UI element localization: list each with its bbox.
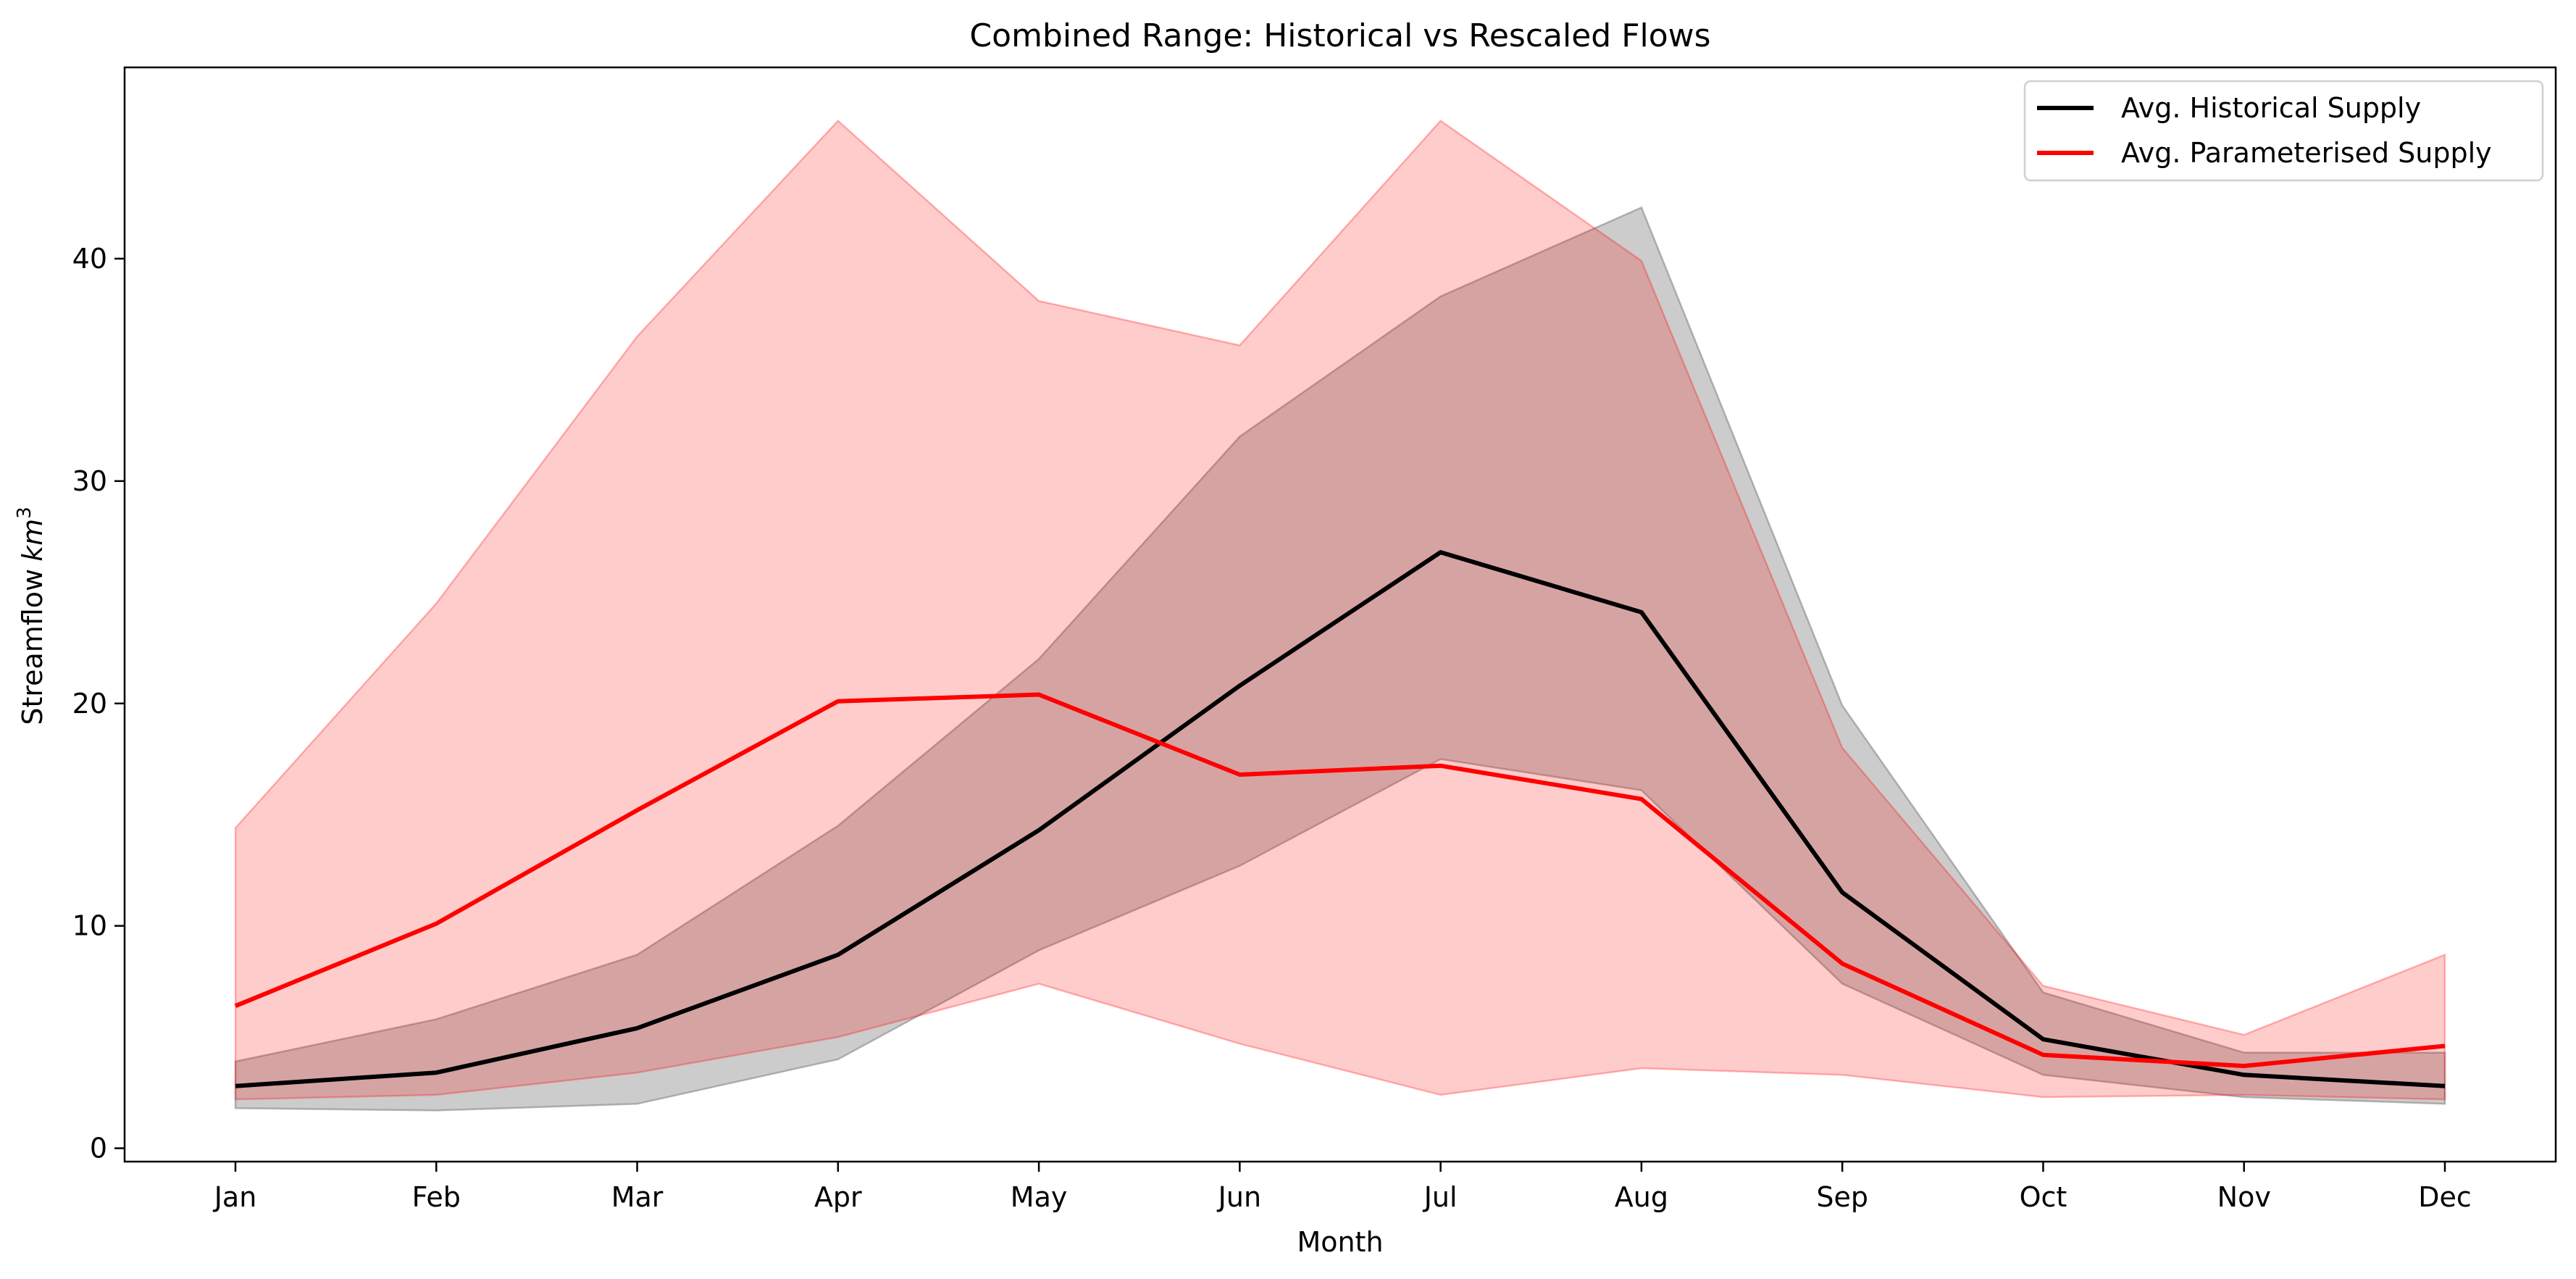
y-axis: 0 10 20 30 40 — [72, 243, 125, 1165]
x-tick-label: Apr — [814, 1181, 862, 1213]
y-tick-label: 30 — [72, 465, 107, 497]
x-tick-label: Jul — [1423, 1181, 1458, 1213]
x-tick-label: Jan — [213, 1181, 257, 1213]
x-tick-label: Feb — [412, 1181, 461, 1213]
x-tick-label: Sep — [1816, 1181, 1868, 1213]
legend-label-parameterised: Avg. Parameterised Supply — [2121, 137, 2492, 169]
y-tick-label: 10 — [72, 910, 107, 942]
range-band-0 — [234, 206, 2446, 1112]
y-tick-label: 0 — [90, 1133, 107, 1165]
x-tick-label: Mar — [611, 1181, 664, 1213]
y-tick-label: 20 — [72, 688, 107, 720]
y-axis-label-text: Streamflow — [17, 569, 49, 725]
legend-box — [2023, 80, 2544, 182]
range-band-1 — [234, 119, 2446, 1101]
x-tick-label: Aug — [1615, 1181, 1668, 1213]
y-axis-label: Streamflow km3 — [14, 507, 49, 725]
x-tick-label: May — [1011, 1181, 1068, 1213]
bands-layer — [234, 119, 2446, 1112]
series-layer — [234, 550, 2446, 1088]
x-tick-label: Dec — [2418, 1181, 2472, 1213]
x-axis-label: Month — [1297, 1226, 1383, 1258]
series-line-0 — [235, 550, 2446, 1088]
plot-frame — [123, 66, 2557, 1163]
x-axis: Jan Feb Mar Apr May Jun Jul Aug Sep Oct Nov Dec — [213, 1162, 2472, 1213]
x-tick-label: Nov — [2217, 1181, 2271, 1213]
x-tick-label: Oct — [2020, 1181, 2067, 1213]
chart-title: Combined Range: Historical vs Rescaled F… — [969, 17, 1710, 54]
y-axis-label-unit: km — [17, 519, 49, 562]
y-axis-label-unit-exponent: 3 — [14, 507, 35, 519]
legend-label-historical: Avg. Historical Supply — [2121, 92, 2421, 124]
y-tick-label: 40 — [72, 243, 107, 275]
x-tick-label: Jun — [1217, 1181, 1261, 1213]
legend: Avg. Historical Supply Avg. Parameterise… — [2023, 80, 2544, 182]
series-line-1 — [234, 692, 2446, 1068]
